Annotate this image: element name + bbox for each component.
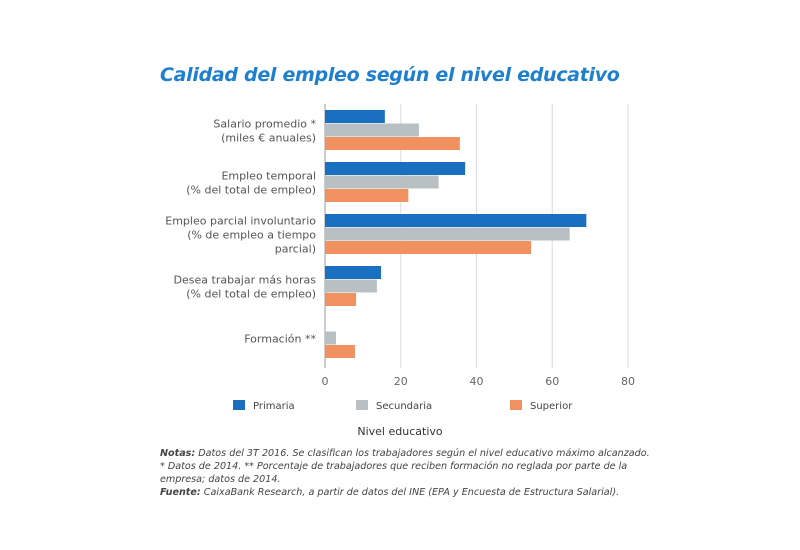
category-label: Formación **	[244, 332, 316, 345]
x-tick-label: 20	[394, 375, 408, 388]
bar-secundaria	[325, 123, 419, 137]
category-label: Salario promedio *	[213, 117, 316, 130]
notes-label: Notas:	[160, 448, 196, 459]
x-tick-label: 0	[322, 375, 329, 388]
chart-title: Calidad del empleo según el nivel educat…	[160, 64, 620, 86]
legend-title: Nivel educativo	[357, 425, 443, 438]
category-label: Empleo temporal	[221, 169, 316, 182]
notes-text: Datos del 3T 2016. Se clasifican los tra…	[160, 448, 650, 485]
legend-label: Secundaria	[376, 401, 432, 412]
bar-superior	[325, 189, 409, 202]
category-label: parcial)	[275, 242, 316, 255]
x-tick-label: 80	[621, 375, 635, 388]
chart-notes: Notas: Datos del 3T 2016. Se clasifican …	[160, 447, 650, 499]
bar-superior	[325, 137, 460, 150]
legend-label: Superior	[530, 401, 573, 412]
bar-secundaria	[325, 227, 570, 241]
source-label: Fuente:	[160, 487, 201, 498]
source-text: CaixaBank Research, a partir de datos de…	[200, 487, 620, 498]
category-label: Empleo parcial involuntario	[165, 214, 316, 227]
category-label: (% del total de empleo)	[186, 183, 316, 196]
bar-primaria	[325, 214, 587, 227]
x-tick-label: 40	[470, 375, 484, 388]
bar-superior	[325, 293, 357, 306]
legend-swatch-primaria	[233, 400, 245, 410]
bar-primaria	[325, 110, 385, 123]
bar-primaria	[325, 162, 466, 175]
bar-superior	[325, 345, 355, 358]
bar-secundaria	[325, 331, 336, 345]
legend-swatch-secundaria	[356, 400, 368, 410]
category-label: (miles € anuales)	[221, 131, 316, 144]
bar-primaria	[325, 266, 382, 279]
x-tick-label: 60	[545, 375, 559, 388]
legend-swatch-superior	[510, 400, 522, 410]
category-label: (% de empleo a tiempo	[187, 228, 316, 241]
bar-secundaria	[325, 279, 377, 293]
bar-superior	[325, 241, 532, 254]
category-label: Desea trabajar más horas	[174, 273, 317, 286]
bar-secundaria	[325, 175, 439, 189]
legend-label: Primaria	[253, 401, 295, 412]
category-label: (% del total de empleo)	[186, 287, 316, 300]
